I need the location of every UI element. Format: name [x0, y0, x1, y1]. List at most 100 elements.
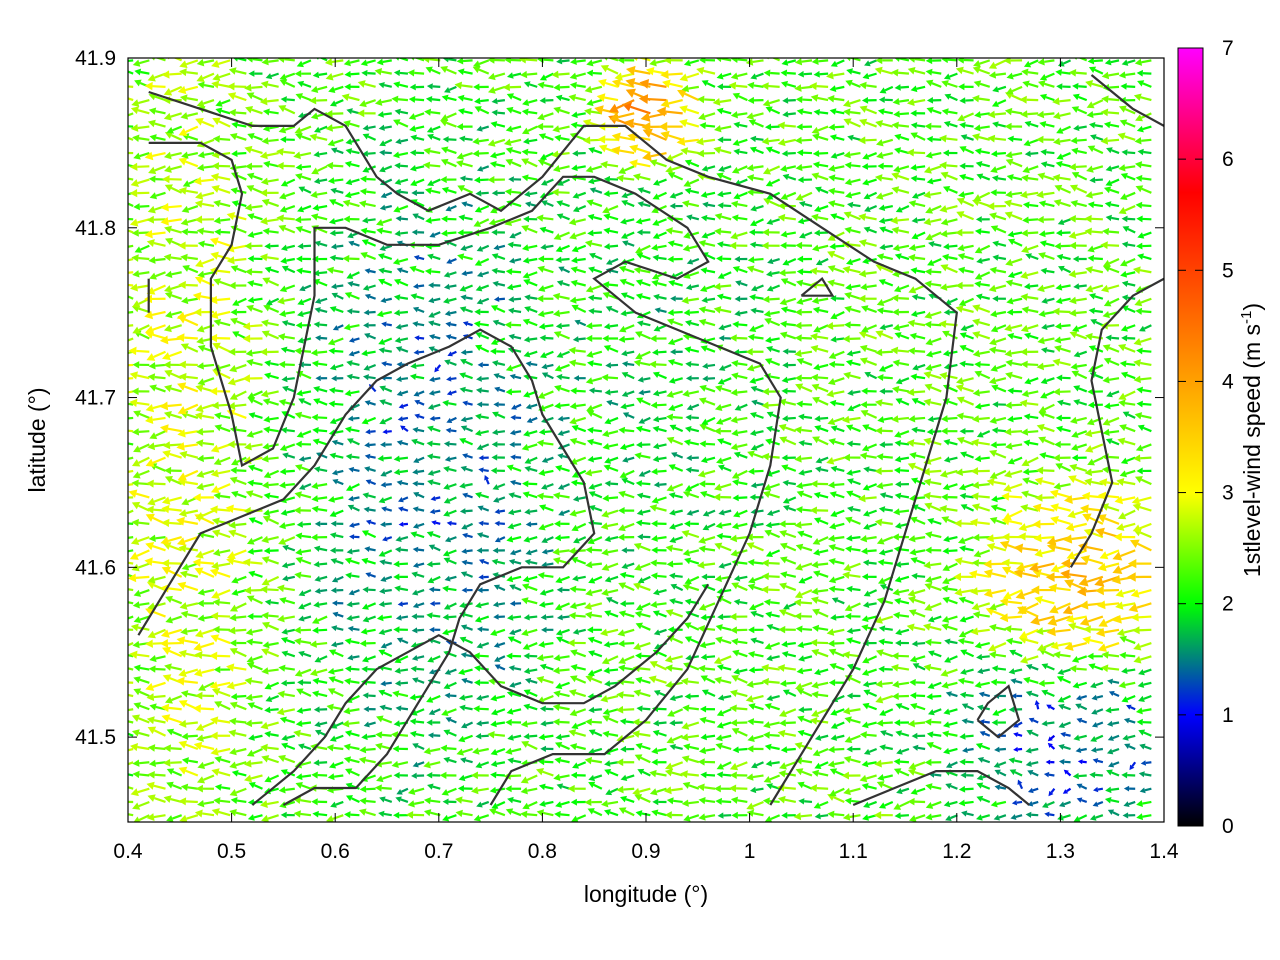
wind-arrow: [278, 125, 296, 134]
contour-line: [148, 141, 782, 806]
wind-arrow: [827, 760, 845, 768]
wind-arrow: [713, 427, 732, 435]
wind-arrow: [601, 373, 619, 382]
wind-arrow: [879, 388, 893, 395]
wind-arrow: [197, 614, 215, 622]
wind-arrow: [747, 333, 764, 341]
wind-arrow: [491, 429, 506, 436]
wind-arrow: [396, 390, 409, 397]
wind-arrow: [616, 705, 635, 714]
wind-arrow: [1121, 241, 1136, 248]
wind-arrow: [229, 613, 247, 622]
wind-arrow: [906, 148, 926, 157]
wind-arrow: [971, 602, 991, 611]
wind-arrow: [1136, 386, 1152, 394]
wind-arrow: [973, 549, 991, 558]
wind-arrow: [264, 242, 279, 250]
wind-arrow: [400, 425, 409, 433]
wind-arrow: [1063, 534, 1087, 544]
wind-arrow: [540, 745, 554, 752]
wind-arrow: [670, 583, 684, 592]
wind-arrow: [195, 427, 215, 436]
wind-arrow: [395, 323, 409, 330]
wind-arrow: [444, 668, 457, 675]
wind-arrow: [229, 639, 247, 647]
wind-arrow: [281, 320, 296, 327]
wind-arrow: [462, 492, 473, 499]
wind-arrow: [211, 589, 231, 599]
wind-arrow: [959, 758, 974, 766]
wind-arrow: [729, 534, 748, 543]
wind-arrow: [783, 602, 797, 610]
wind-arrow: [147, 575, 166, 584]
wind-arrow: [940, 230, 958, 238]
wind-arrow: [1129, 761, 1137, 771]
wind-arrow: [809, 267, 829, 276]
wind-arrow: [309, 668, 328, 677]
wind-arrow: [330, 283, 344, 290]
wind-arrow: [523, 667, 538, 675]
wind-arrow: [133, 589, 150, 597]
wind-arrow: [618, 426, 635, 434]
wind-arrow: [242, 334, 263, 343]
wind-arrow: [296, 521, 312, 528]
wind-arrow: [408, 112, 425, 120]
wind-arrow: [554, 402, 570, 410]
wind-arrow: [894, 455, 910, 463]
wind-arrow: [763, 598, 780, 606]
wind-arrow: [941, 585, 958, 593]
wind-arrow: [441, 215, 457, 223]
wind-arrow: [506, 283, 522, 291]
wind-arrow: [246, 595, 263, 605]
wind-arrow: [924, 122, 942, 130]
wind-arrow: [444, 310, 457, 317]
wind-arrow: [1035, 466, 1055, 475]
wind-arrow: [478, 520, 489, 527]
wind-arrow: [571, 424, 587, 433]
wind-arrow: [651, 520, 667, 528]
wind-arrow: [440, 176, 457, 184]
wind-arrow: [987, 134, 1007, 143]
wind-arrow: [924, 602, 942, 612]
wind-arrow: [197, 599, 214, 608]
wind-arrow: [491, 253, 506, 261]
wind-arrow: [730, 200, 748, 208]
wind-arrow: [940, 264, 958, 274]
wind-arrow: [1121, 149, 1136, 156]
wind-arrow: [779, 241, 796, 250]
wind-arrow: [715, 521, 732, 529]
wind-arrow: [763, 69, 780, 77]
wind-arrow: [846, 745, 861, 753]
wind-arrow: [132, 759, 150, 767]
wind-arrow: [210, 716, 231, 725]
wind-arrow: [128, 295, 134, 300]
wind-arrow: [602, 334, 619, 343]
wind-arrow: [348, 589, 360, 596]
wind-arrow: [247, 814, 263, 821]
wind-arrow: [425, 187, 441, 195]
wind-arrow: [795, 163, 813, 172]
wind-arrow: [811, 648, 829, 658]
wind-arrow: [1122, 411, 1136, 419]
wind-arrow: [960, 134, 974, 141]
wind-arrow: [925, 813, 942, 821]
wind-arrow: [1040, 148, 1055, 156]
wind-arrow: [1036, 135, 1055, 144]
wind-arrow: [279, 716, 296, 724]
wind-arrow: [247, 133, 263, 141]
wind-arrow: [844, 305, 861, 314]
wind-arrow: [475, 387, 489, 394]
wind-arrow: [569, 743, 586, 751]
wind-arrow: [571, 164, 586, 172]
wind-arrow: [428, 310, 441, 318]
wind-arrow: [1001, 558, 1023, 567]
wind-arrow: [409, 373, 425, 381]
wind-arrow: [474, 429, 489, 437]
wind-arrow: [731, 359, 748, 368]
wind-arrow: [956, 436, 974, 446]
wind-arrow: [893, 466, 910, 474]
wind-arrow: [906, 439, 926, 447]
wind-arrow: [843, 755, 861, 764]
wind-arrow: [825, 322, 845, 330]
wind-arrow: [959, 733, 974, 740]
